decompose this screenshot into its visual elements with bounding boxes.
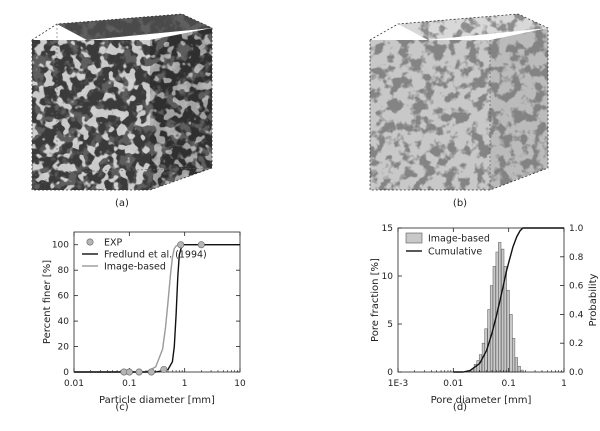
exp-data-point	[177, 241, 185, 249]
chart-d-x-tick-label: 0.1	[502, 379, 516, 389]
legend-exp-marker	[86, 238, 94, 246]
chart-c-x-tick-label: 0.1	[122, 379, 136, 389]
series-image-based-line	[74, 244, 240, 373]
histogram-bar	[517, 365, 521, 373]
chart-d-y2-tick-label: 0.0	[569, 368, 584, 378]
chart-d-x-tick-label: 0.01	[443, 379, 463, 389]
chart-c-x-tick-label: 10	[234, 379, 246, 389]
chart-c-y-tick-label: 20	[58, 343, 70, 353]
chart-d-y-tick-label: 5	[387, 320, 393, 330]
chart-d: 1E-3 0.01 0.1 10510150.00.20.40.60.81.0Pore…	[370, 224, 599, 406]
panel-label-c: (c)	[115, 402, 128, 413]
chart-d-y2-tick-label: 0.8	[569, 253, 584, 263]
chart-d-y2-tick-label: 0.2	[569, 339, 583, 349]
chart-d-x-axis-label: Pore diameter [mm]	[431, 395, 532, 406]
exp-data-point	[125, 368, 133, 376]
histogram-bar	[506, 290, 510, 373]
chart-c-x-axis-label: Particle diameter [mm]	[99, 395, 215, 406]
cube-a	[31, 13, 213, 191]
exp-data-point	[197, 241, 205, 249]
chart-c-y-tick-label: 40	[58, 317, 70, 327]
legend-image-based-label: Image-based	[104, 262, 166, 273]
legend-exp-label: EXP	[104, 238, 123, 249]
histogram-bar	[501, 248, 505, 373]
chart-d-frame	[397, 227, 565, 373]
chart-d-y2-tick-label: 0.4	[569, 310, 584, 320]
panel-label-d: (d)	[453, 402, 467, 413]
cube-b	[369, 13, 549, 191]
chart-c-y-tick-label: 60	[58, 292, 70, 302]
chart-d-x-tick-label: 1	[561, 379, 567, 389]
exp-data-point	[147, 368, 155, 376]
legend-image-based-label: Image-based	[428, 234, 490, 245]
legend-fredlund-label: Fredlund et al. (1994)	[104, 250, 207, 261]
chart-c-x-tick-label: 0.01	[64, 379, 84, 389]
chart-d-y-tick-label: 10	[382, 272, 394, 282]
legend-image-based-swatch	[405, 232, 423, 244]
chart-d-y2-tick-label: 0.6	[569, 282, 584, 292]
histogram-bar	[514, 357, 518, 373]
chart-d-y2-tick-label: 1.0	[569, 224, 584, 234]
chart-d-y2-axis-label: Probability	[588, 273, 599, 326]
chart-d-y-tick-label: 15	[382, 224, 393, 234]
chart-c-y-tick-label: 0	[63, 368, 69, 378]
exp-data-point	[135, 368, 143, 376]
panel-label-a: (a)	[115, 198, 129, 209]
chart-d-y-tick-label: 0	[387, 368, 393, 378]
chart-c-y-tick-label: 100	[52, 241, 69, 251]
chart-d-x-tick-label: 1E-3	[388, 379, 408, 389]
series-cumulative-line	[453, 227, 564, 373]
histogram-bar	[512, 338, 516, 373]
exp-data-point	[160, 365, 168, 373]
chart-c-y-axis-label: Percent finer [%]	[42, 260, 53, 344]
chart-c-x-tick-label: 1	[182, 379, 188, 389]
histogram-bar	[509, 314, 513, 373]
legend-cumulative-label: Cumulative	[428, 247, 482, 258]
chart-d-y-axis-label: Pore fraction [%]	[370, 258, 381, 342]
chart-c-y-tick-label: 80	[58, 266, 70, 276]
panel-label-b: (b)	[453, 198, 467, 209]
